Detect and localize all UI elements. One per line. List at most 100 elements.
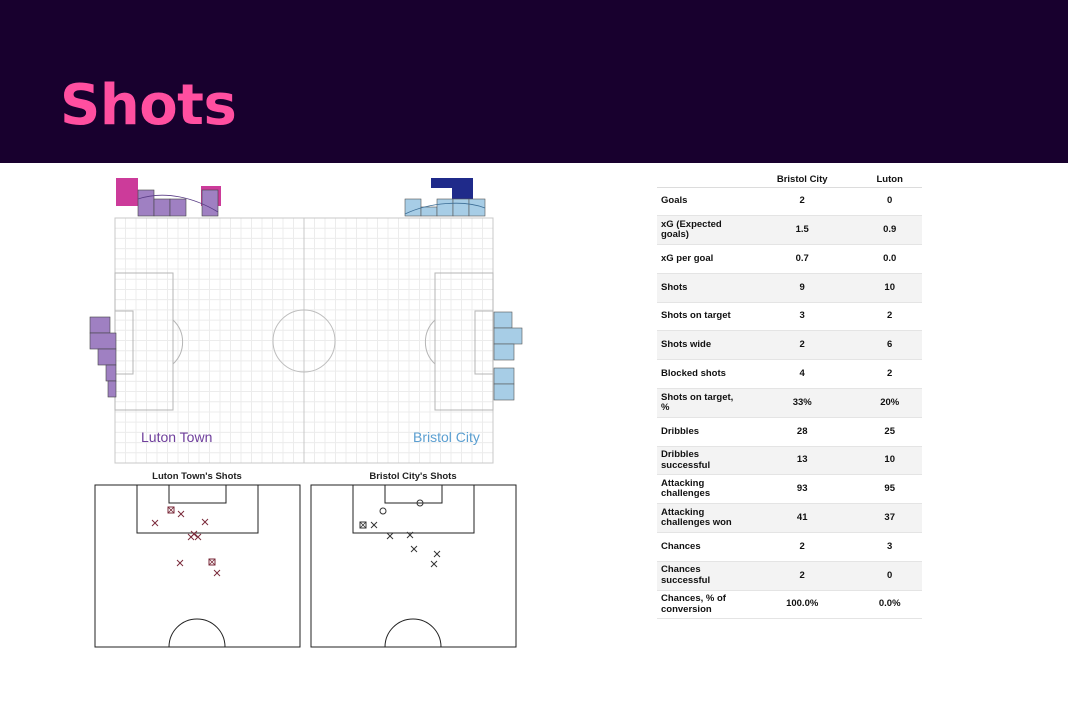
metric-label: Shots on target <box>657 302 747 332</box>
metric-value: 33% <box>747 388 858 418</box>
marginal-bar <box>105 364 117 382</box>
heatmap-marginals <box>89 189 523 401</box>
metric-label: Dribbles successful <box>657 446 747 476</box>
marginal-bar <box>107 380 117 398</box>
metric-value: 2 <box>747 532 858 562</box>
metric-value: 3 <box>857 532 922 562</box>
metric-label: Chances successful <box>657 561 747 591</box>
marginal-bar <box>404 198 422 217</box>
table-row: xG (Expected goals) 1.5 0.9 <box>657 215 922 246</box>
table-row: Chances 2 3 <box>657 532 922 562</box>
metric-label: Shots on target, % <box>657 388 747 418</box>
shot-marker-blocked <box>167 506 175 514</box>
metric-label: Attacking challenges won <box>657 503 747 534</box>
pitch-outline <box>310 484 517 648</box>
metric-value: 0.0% <box>857 590 922 620</box>
shot-marker-miss <box>187 533 195 541</box>
table-row: Shots wide 2 6 <box>657 330 922 361</box>
metric-value: 41 <box>747 503 858 534</box>
metric-label: Chances, % of conversion <box>657 590 747 620</box>
table-row: Chances, % of conversion 100.0% 0.0% <box>657 590 922 620</box>
metric-value: 10 <box>857 273 922 303</box>
metric-label: xG (Expected goals) <box>657 215 747 246</box>
table-row: Shots on target 3 2 <box>657 302 922 332</box>
home-shot-map-title: Luton Town's Shots <box>152 471 242 482</box>
marginal-bar <box>137 189 155 217</box>
metric-label: Shots <box>657 273 747 303</box>
shot-marker-miss <box>430 560 438 568</box>
away-shot-map-title: Bristol City's Shots <box>369 471 457 482</box>
shot-heatmap-pitch: Luton Town Bristol City <box>89 178 523 464</box>
shot-marker-miss <box>177 510 185 518</box>
marginal-bar <box>89 332 117 350</box>
marginal-bar <box>97 348 117 366</box>
table-body: Goals 2 0 xG (Expected goals) 1.5 0.9 xG per g… <box>657 187 922 620</box>
right-six-yard-box <box>474 310 494 375</box>
marginal-bar <box>493 327 523 345</box>
marginal-bar <box>468 198 486 217</box>
heat-cell <box>116 186 138 206</box>
shot-marker-blocked <box>359 521 367 529</box>
metric-value: 0.9 <box>857 215 922 246</box>
table-row: xG per goal 0.7 0.0 <box>657 244 922 274</box>
marginal-bar <box>493 383 515 401</box>
left-penalty-arc <box>172 319 184 365</box>
marginal-bar <box>452 198 470 217</box>
column-header-luton: Luton <box>857 173 922 188</box>
shot-markers <box>151 506 221 577</box>
shot-marker-miss <box>370 521 378 529</box>
away-shot-map <box>310 484 517 648</box>
shot-marker-goal <box>416 499 424 507</box>
metric-label: Goals <box>657 187 747 217</box>
table-row: Shots 9 10 <box>657 273 922 303</box>
shot-marker-miss <box>194 533 202 541</box>
metric-label: xG per goal <box>657 244 747 274</box>
away-team-label: Bristol City <box>413 429 480 445</box>
table-row: Dribbles successful 13 10 <box>657 446 922 476</box>
marginal-bar <box>169 198 187 217</box>
metric-value: 20% <box>857 388 922 418</box>
table-row: Attacking challenges 93 95 <box>657 474 922 505</box>
heat-cell <box>452 178 473 188</box>
marginal-bar <box>153 198 171 217</box>
shot-marker-miss <box>176 559 184 567</box>
metric-value: 6 <box>857 330 922 361</box>
shot-marker-miss <box>406 531 414 539</box>
table-row: Goals 2 0 <box>657 187 922 217</box>
marginal-bar <box>420 206 438 217</box>
left-penalty-box <box>114 272 174 411</box>
shot-marker-blocked <box>359 521 367 529</box>
metric-value: 93 <box>747 474 858 505</box>
column-header-bristol: Bristol City <box>747 173 858 188</box>
metric-label: Attacking challenges <box>657 474 747 505</box>
metric-value: 0.7 <box>747 244 858 274</box>
metric-value: 9 <box>747 273 858 303</box>
marginal-bar <box>436 198 454 217</box>
table-row: Blocked shots 4 2 <box>657 359 922 390</box>
metric-value: 37 <box>857 503 922 534</box>
metric-value: 2 <box>747 330 858 361</box>
page-title: Shots <box>60 73 237 138</box>
table-row: Shots on target, % 33% 20% <box>657 388 922 418</box>
heat-cell <box>431 178 452 188</box>
metric-value: 2 <box>747 561 858 591</box>
shot-marker-miss <box>433 550 441 558</box>
metric-value: 0 <box>857 561 922 591</box>
marginal-bar <box>201 189 219 217</box>
center-arc <box>168 618 226 648</box>
metric-value: 10 <box>857 446 922 476</box>
table-row: Dribbles 28 25 <box>657 417 922 447</box>
metric-value: 1.5 <box>747 215 858 246</box>
heat-cell <box>116 178 138 186</box>
shot-marker-miss <box>213 569 221 577</box>
marginal-bar <box>493 343 515 361</box>
pitch-outline <box>94 484 301 648</box>
center-circle <box>272 309 336 373</box>
shot-marker-miss <box>201 518 209 526</box>
metric-column-header <box>657 173 747 188</box>
page-header: Shots <box>0 0 1068 163</box>
metric-label: Chances <box>657 532 747 562</box>
metric-value: 2 <box>747 187 858 217</box>
shot-marker-blocked <box>208 558 216 566</box>
metric-value: 4 <box>747 359 858 390</box>
